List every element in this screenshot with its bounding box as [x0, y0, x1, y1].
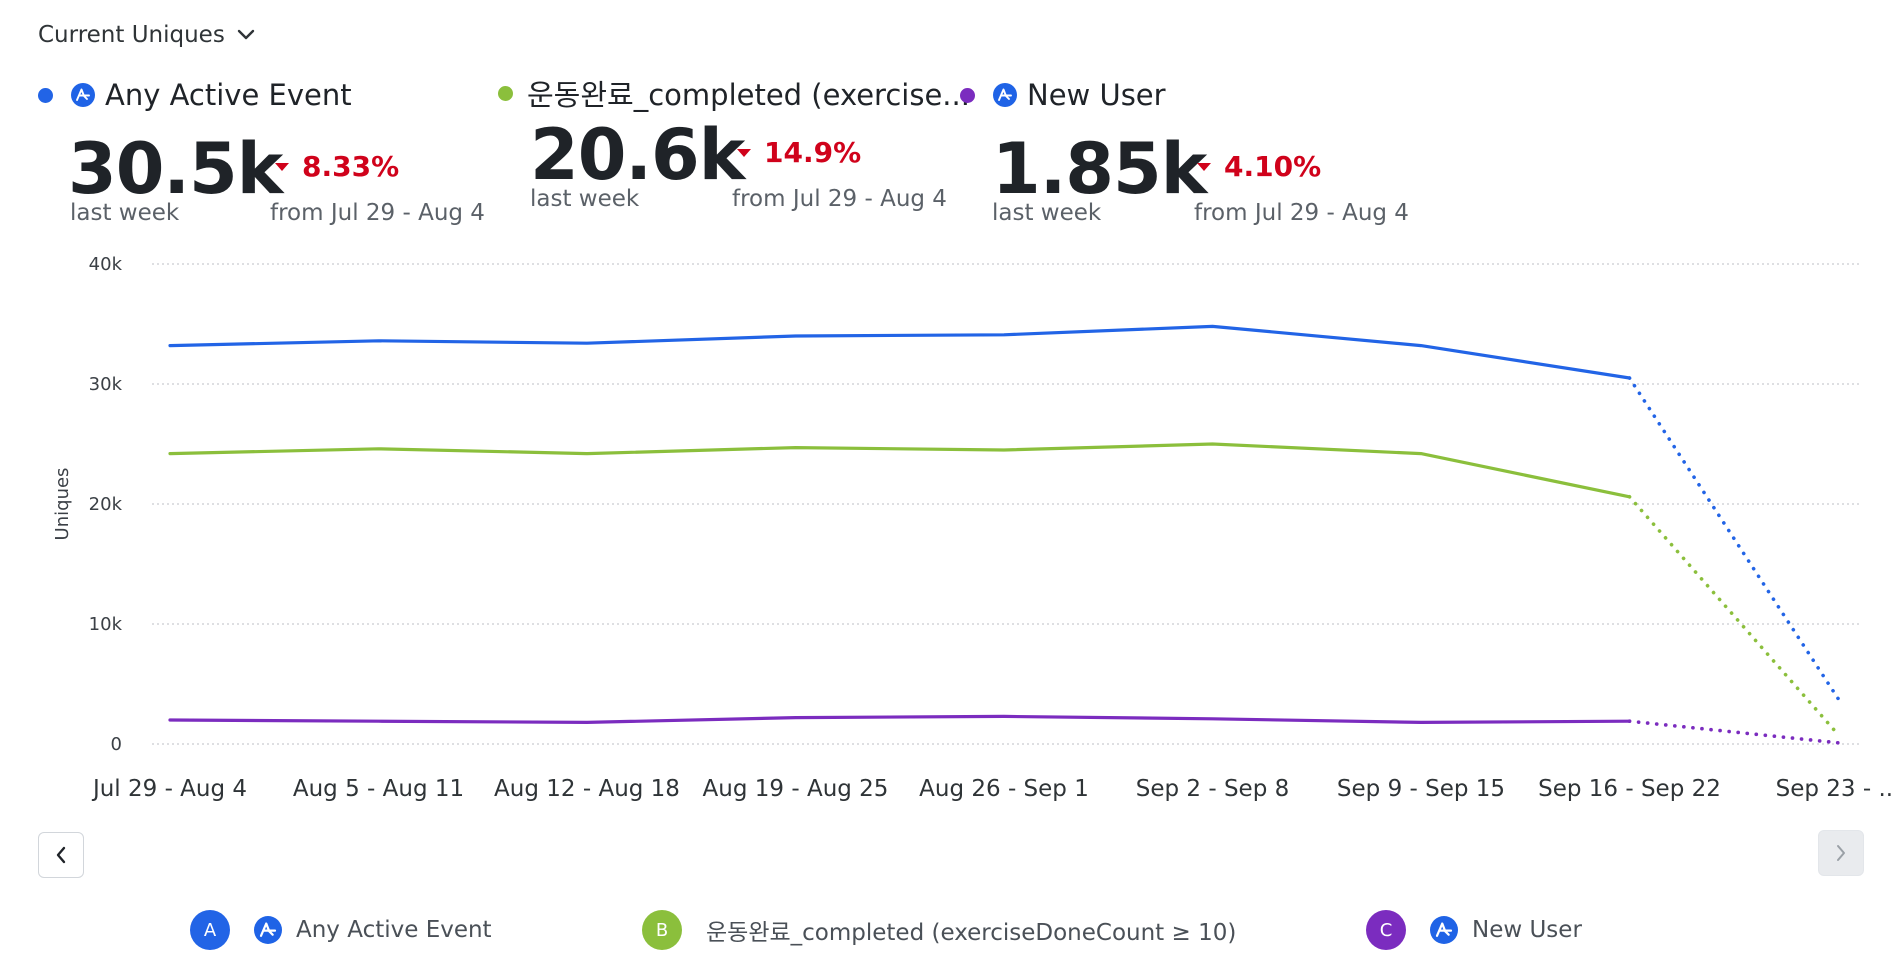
- data-point: [795, 336, 796, 337]
- x-tick-label: Sep 16 - Sep 22: [1538, 776, 1721, 802]
- data-point: [1421, 722, 1422, 723]
- data-point: [587, 722, 588, 723]
- chevron-right-icon: [1837, 845, 1845, 861]
- series-incomplete-segment: [1627, 719, 1840, 745]
- data-point: [795, 717, 796, 718]
- chevron-left-icon: [56, 846, 66, 864]
- legend-badge: A: [190, 910, 230, 950]
- data-point: [378, 340, 379, 341]
- amplitude-icon: [993, 83, 1017, 107]
- data-point: [1004, 450, 1005, 451]
- summary-card-title: 운동완료_completed (exercise...: [527, 78, 970, 112]
- legend-item-new-user[interactable]: C New User: [1366, 910, 1582, 950]
- legend-badge: C: [1366, 910, 1406, 950]
- x-tick-label: Sep 2 - Sep 8: [1136, 776, 1290, 802]
- summary-card-comparison: from Jul 29 - Aug 4: [270, 200, 485, 226]
- summary-card-delta: 4.10%: [1196, 150, 1321, 183]
- x-tick-label: Aug 26 - Sep 1: [919, 776, 1089, 802]
- data-point: [795, 447, 796, 448]
- caret-down-icon: [275, 162, 289, 171]
- data-point: [170, 720, 171, 721]
- y-axis-title: Uniques: [52, 468, 73, 541]
- data-point: [1212, 444, 1213, 445]
- summary-card-new-user[interactable]: New User 1.85k last week 4.10% from Jul …: [960, 70, 1420, 230]
- summary-card-value: 1.85k: [992, 128, 1207, 210]
- summary-card-title: Any Active Event: [105, 78, 352, 112]
- summary-card-comparison: from Jul 29 - Aug 4: [1194, 200, 1409, 226]
- summary-card-comparison: from Jul 29 - Aug 4: [732, 186, 947, 212]
- data-point: [587, 453, 588, 454]
- legend-label: Any Active Event: [296, 917, 492, 943]
- y-tick-label: 20k: [89, 494, 123, 515]
- data-point: [1004, 716, 1005, 717]
- series-line: [168, 714, 1632, 724]
- data-point: [1212, 718, 1213, 719]
- legend-item-any-active-event[interactable]: A Any Active Event: [190, 910, 492, 950]
- chevron-down-icon: [237, 29, 255, 41]
- prev-page-button[interactable]: [38, 832, 84, 878]
- series-line: [168, 442, 1632, 499]
- legend-label: 운동완료_completed (exerciseDoneCount ≥ 10): [706, 920, 1237, 946]
- data-point: [1629, 378, 1630, 379]
- summary-card-any-active-event[interactable]: Any Active Event 30.5k last week 8.33% f…: [38, 70, 498, 230]
- legend-label: New User: [1472, 917, 1582, 943]
- amplitude-icon: [1430, 916, 1458, 944]
- summary-card-value-label: last week: [70, 200, 180, 226]
- metric-selector-label: Current Uniques: [38, 22, 225, 48]
- x-tick-label: Aug 19 - Aug 25: [703, 776, 889, 802]
- data-point: [170, 453, 171, 454]
- data-point: [587, 343, 588, 344]
- next-page-button[interactable]: [1818, 830, 1864, 876]
- x-tick-label: Sep 23 - ...: [1776, 776, 1892, 802]
- x-tick-label: Aug 12 - Aug 18: [494, 776, 680, 802]
- data-point: [1421, 453, 1422, 454]
- x-tick-label: Jul 29 - Aug 4: [91, 776, 247, 802]
- series-line: [168, 324, 1632, 380]
- amplitude-icon: [71, 83, 95, 107]
- summary-card-value: 30.5k: [68, 128, 283, 210]
- data-point: [170, 345, 171, 346]
- summary-card-exercise-completed[interactable]: 운동완료_completed (exercise... 20.6k last w…: [498, 64, 970, 224]
- summary-card-delta-value: 14.9%: [764, 136, 862, 169]
- summary-card-title: New User: [1027, 78, 1166, 112]
- data-point: [1838, 734, 1839, 735]
- data-point: [1629, 721, 1630, 722]
- data-point: [1838, 742, 1839, 743]
- data-point: [1838, 698, 1839, 699]
- x-tick-label: Sep 9 - Sep 15: [1337, 776, 1505, 802]
- summary-card-value: 20.6k: [530, 114, 745, 196]
- data-point: [378, 448, 379, 449]
- caret-down-icon: [737, 148, 751, 157]
- legend-item-exercise-completed[interactable]: B 운동완료_completed (exerciseDoneCount ≥ 10…: [642, 910, 1236, 950]
- summary-card-delta-value: 8.33%: [302, 150, 400, 183]
- series-color-dot: [498, 85, 513, 101]
- metric-selector-dropdown[interactable]: Current Uniques: [38, 22, 255, 48]
- summary-card-delta: 14.9%: [736, 136, 861, 169]
- caret-down-icon: [1197, 162, 1211, 171]
- summary-card-value-label: last week: [992, 200, 1102, 226]
- series-color-dot: [960, 87, 975, 103]
- y-tick-label: 0: [111, 734, 122, 755]
- data-point: [378, 721, 379, 722]
- series-incomplete-segment: [1627, 376, 1840, 701]
- line-chart: 0 10k 20k 30k 40k Uniques Jul 29 - Aug 4 Aug 5 …: [52, 254, 1892, 802]
- summary-card-delta: 8.33%: [274, 150, 399, 183]
- series-color-dot: [38, 87, 53, 103]
- data-point: [1421, 345, 1422, 346]
- data-point: [1004, 334, 1005, 335]
- y-tick-label: 40k: [89, 254, 123, 275]
- y-tick-label: 10k: [89, 614, 123, 635]
- legend-badge: B: [642, 910, 682, 950]
- data-point: [1629, 496, 1630, 497]
- y-tick-label: 30k: [89, 374, 123, 395]
- data-point: [1212, 326, 1213, 327]
- summary-card-value-label: last week: [530, 186, 640, 212]
- amplitude-icon: [254, 916, 282, 944]
- summary-card-delta-value: 4.10%: [1224, 150, 1322, 183]
- x-tick-label: Aug 5 - Aug 11: [293, 776, 464, 802]
- series-incomplete-segment: [1627, 494, 1840, 737]
